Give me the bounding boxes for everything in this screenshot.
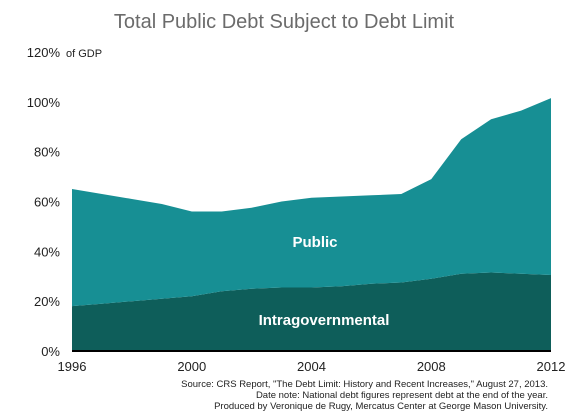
y-tick-label: 80% — [34, 145, 60, 160]
x-tick-label: 2008 — [417, 359, 446, 374]
area-intragovernmental — [72, 272, 551, 351]
chart-title: Total Public Debt Subject to Debt Limit — [114, 11, 455, 33]
y-axis: 0% 20% 40% 60% 80% 100% 120% — [27, 45, 61, 359]
x-tick-label: 2000 — [177, 359, 206, 374]
x-tick-label: 2012 — [537, 359, 566, 374]
areas-layer — [72, 98, 551, 351]
source-note: Source: CRS Report, "The Debt Limit: His… — [181, 379, 548, 390]
series-label-intragovernmental: Intragovernmental — [259, 312, 390, 329]
y-tick-label: 60% — [34, 195, 60, 210]
y-tick-label: 0% — [41, 344, 60, 359]
y-tick-label: 100% — [27, 95, 61, 110]
date-note: Date note: National debt figures represe… — [256, 390, 548, 401]
y-unit-label: of GDP — [66, 48, 102, 60]
y-tick-label: 20% — [34, 294, 60, 309]
x-tick-label: 1996 — [58, 359, 87, 374]
y-tick-label: 120% — [27, 45, 61, 60]
x-axis: 1996 2000 2004 2008 2012 — [58, 359, 566, 374]
x-tick-label: 2004 — [297, 359, 326, 374]
y-tick-label: 40% — [34, 244, 60, 259]
series-label-public: Public — [292, 234, 337, 251]
area-public — [72, 98, 551, 307]
source-notes: Source: CRS Report, "The Debt Limit: His… — [181, 379, 548, 412]
credit-note: Produced by Veronique de Rugy, Mercatus … — [214, 401, 548, 412]
